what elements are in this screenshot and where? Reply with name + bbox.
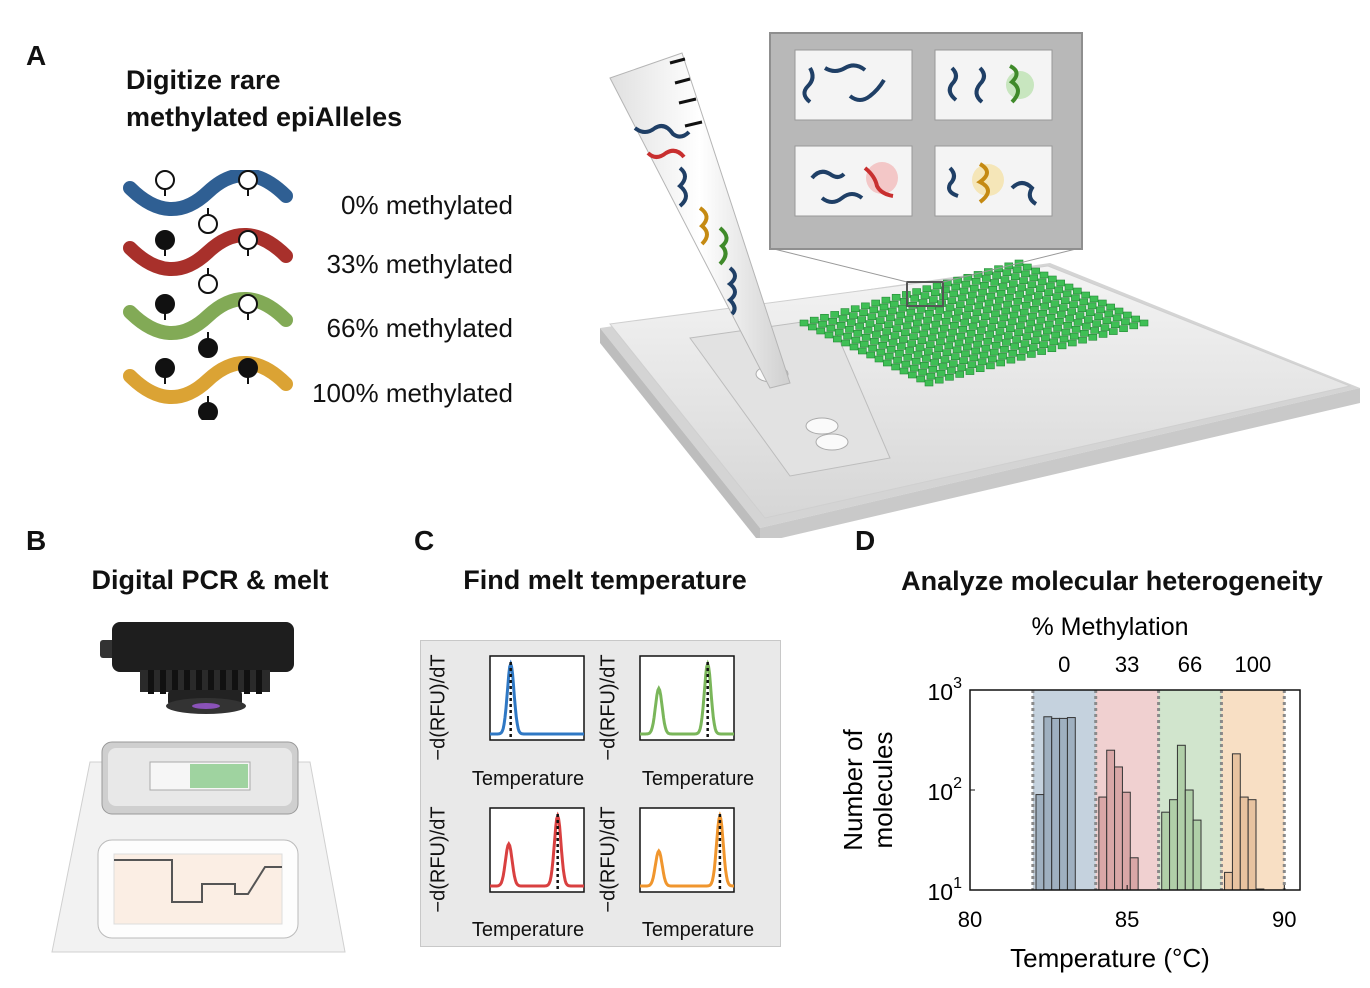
allele-ribbon-3 <box>123 356 293 420</box>
methylation-histogram: % Methylation 0 33 66 100 80 85 90 101 102 103 Temp… <box>838 613 1301 973</box>
x-tick-label: 80 <box>958 907 982 932</box>
melt-ylabel-3: −d(RFU)/dT <box>427 806 450 913</box>
x-axis-label: Temperature (°C) <box>1010 943 1210 973</box>
histogram-bar <box>1231 753 1241 891</box>
panel-b-letter: B <box>26 525 47 556</box>
methyl-site-open <box>198 214 218 234</box>
histogram-bar <box>1051 717 1061 891</box>
top-tick-label: 66 <box>1178 652 1202 677</box>
stage <box>51 741 346 953</box>
histogram-bar <box>1224 871 1233 891</box>
pipette-tip <box>609 52 791 389</box>
methyl-site-open <box>238 170 258 190</box>
histogram-bar <box>1247 799 1257 891</box>
histogram-bar <box>1035 794 1045 891</box>
methyl-site-filled <box>198 402 218 420</box>
well-array <box>799 259 1149 387</box>
allele-ribbon-0 <box>123 170 293 234</box>
y-tick-label: 103 <box>928 675 963 705</box>
methyl-site-open <box>155 170 175 190</box>
melt-curve <box>490 659 584 736</box>
panel-b-title: Digital PCR & melt <box>91 565 329 595</box>
melt-plot-1 <box>489 655 585 741</box>
top-axis-title: % Methylation <box>1031 613 1188 641</box>
melt-ylabel-1: −d(RFU)/dT <box>427 654 450 761</box>
x-tick-label: 90 <box>1272 907 1296 932</box>
panel-a-title-line1: Digitize rare <box>126 65 281 95</box>
histogram-bar <box>1066 717 1076 891</box>
histogram-bar <box>1176 744 1186 891</box>
y-axis-label: Number of molecules <box>838 729 898 851</box>
histogram-bar <box>1106 749 1116 891</box>
top-tick-label: 100 <box>1234 652 1271 677</box>
methyl-site-filled <box>155 358 175 378</box>
allele-label-100: 100% methylated <box>312 378 513 408</box>
histogram-bar <box>1239 796 1249 891</box>
melt-xlabel-3: Temperature <box>471 919 585 941</box>
y-tick-label: 102 <box>928 775 963 805</box>
histogram-bar <box>1114 766 1123 891</box>
melt-xlabel-2: Temperature <box>641 768 755 790</box>
histogram-bar <box>1129 857 1139 891</box>
allele-label-66: 66% methylated <box>326 313 513 343</box>
allele-ribbon-2 <box>123 292 293 358</box>
melt-curve <box>640 811 734 888</box>
histogram-bar <box>1192 819 1202 891</box>
digital-chip-illustration <box>600 32 1360 538</box>
panel-c-letter: C <box>414 525 435 556</box>
melt-plot-2 <box>639 655 735 741</box>
zoom-panel <box>769 32 1083 250</box>
melt-curve <box>490 811 584 888</box>
melt-ylabel-4: −d(RFU)/dT <box>597 806 620 913</box>
histogram-bar <box>1161 811 1171 891</box>
panel-a-title: Digitize rare methylated epiAlleles <box>126 62 402 136</box>
instrument-illustration <box>51 622 346 953</box>
panel-a-letter: A <box>26 40 47 71</box>
allele-label-0: 0% methylated <box>341 190 513 220</box>
methyl-site-open <box>238 294 258 314</box>
panel-c-title: Find melt temperature <box>463 565 747 595</box>
melt-plot-3 <box>489 807 585 893</box>
melt-plot-4 <box>639 807 735 893</box>
svg-text:molecules: molecules <box>868 731 898 848</box>
zoom-selection-box <box>906 281 944 307</box>
camera <box>100 622 294 714</box>
allele-diagrams <box>123 170 293 420</box>
melt-curve <box>640 659 734 736</box>
panel-a-title-line2: methylated epiAlleles <box>126 102 403 132</box>
methyl-site-open <box>198 274 218 294</box>
methyl-site-filled <box>238 358 258 378</box>
histogram-bar <box>1184 789 1194 891</box>
allele-label-33: 33% methylated <box>326 249 513 279</box>
zoom-line-left <box>769 247 908 283</box>
glass-slide <box>600 263 1360 538</box>
zoom-line-right <box>942 247 1081 283</box>
methyl-site-filled <box>155 294 175 314</box>
methyl-site-filled <box>155 230 175 250</box>
y-tick-label: 101 <box>928 875 963 905</box>
histogram-bar <box>1121 791 1131 891</box>
melt-curves <box>489 655 735 893</box>
allele-ribbon-1 <box>123 228 293 294</box>
panel-d-title: Analyze molecular heterogeneity <box>901 566 1323 596</box>
svg-text:Number of: Number of <box>838 729 868 851</box>
panel-d-letter: D <box>855 525 876 556</box>
histogram-bar <box>1059 717 1068 891</box>
histogram-bar <box>1043 716 1053 891</box>
x-tick-label: 85 <box>1115 907 1139 932</box>
top-tick-label: 33 <box>1115 652 1139 677</box>
histogram-bar <box>1098 796 1108 891</box>
histogram-bar <box>1169 799 1178 891</box>
methyl-site-open <box>238 230 258 250</box>
top-tick-label: 0 <box>1058 652 1070 677</box>
melt-xlabel-4: Temperature <box>641 919 755 941</box>
methyl-site-filled <box>198 338 218 358</box>
melt-xlabel-1: Temperature <box>471 768 585 790</box>
melt-ylabel-2: −d(RFU)/dT <box>597 654 620 761</box>
